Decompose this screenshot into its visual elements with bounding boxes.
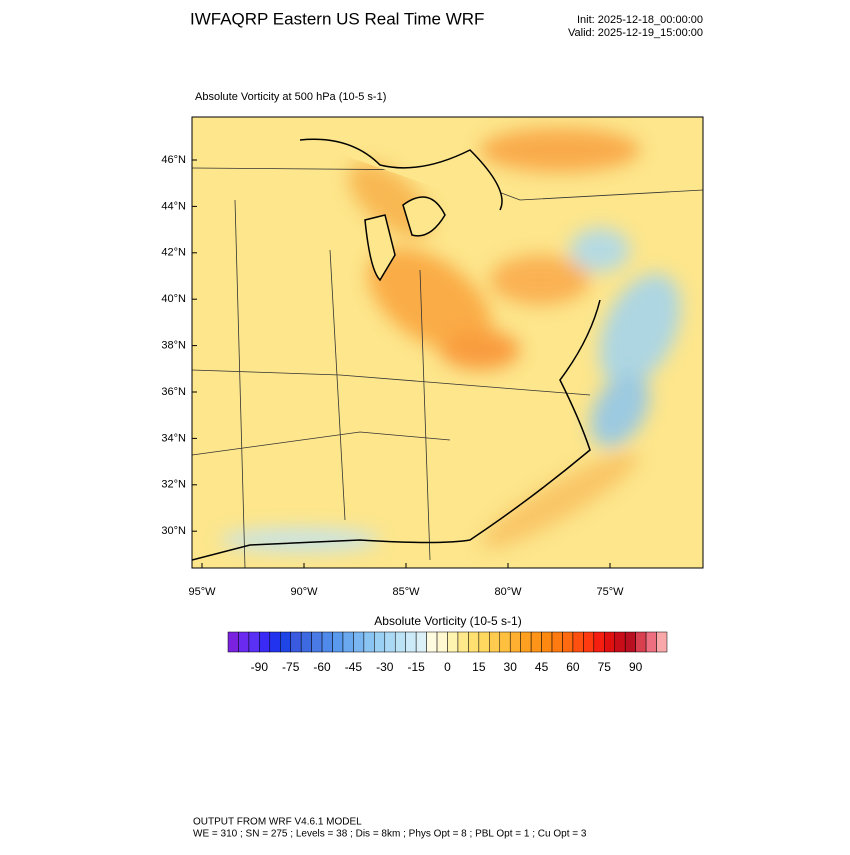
lat-label: 36°N bbox=[161, 386, 186, 398]
colorbar-swatch bbox=[394, 631, 406, 653]
colorbar-swatch bbox=[614, 631, 626, 653]
colorbar-tick-label: -45 bbox=[345, 660, 363, 674]
colorbar-swatch bbox=[374, 631, 386, 653]
colorbar-swatch bbox=[541, 631, 553, 653]
lat-label: 44°N bbox=[161, 200, 186, 212]
colorbar-tick-label: -75 bbox=[282, 660, 300, 674]
title: IWFAQRP Eastern US Real Time WRF bbox=[190, 9, 484, 28]
lon-label: 80°W bbox=[494, 586, 522, 598]
colorbar-tick-label: -90 bbox=[251, 660, 269, 674]
lat-label: 42°N bbox=[161, 247, 186, 259]
lat-label: 38°N bbox=[161, 340, 186, 352]
map-frame bbox=[191, 116, 704, 569]
colorbar-swatch bbox=[384, 631, 396, 653]
footer-line: WE = 310 ; SN = 275 ; Levels = 38 ; Dis … bbox=[193, 829, 587, 840]
colorbar-swatch bbox=[478, 631, 490, 653]
colorbar-tick-label: 45 bbox=[535, 660, 549, 674]
colorbar-swatch bbox=[583, 631, 595, 653]
colorbar-swatch bbox=[551, 631, 563, 653]
colorbar-swatch bbox=[405, 631, 417, 653]
colorbar-swatch bbox=[290, 631, 302, 653]
init-time: Init: 2025-12-18_00:00:00 bbox=[577, 14, 703, 26]
lat-label: 40°N bbox=[161, 293, 186, 305]
valid-time: Valid: 2025-12-19_15:00:00 bbox=[568, 27, 703, 39]
colorbar-swatch bbox=[447, 631, 459, 653]
colorbar-swatch bbox=[656, 631, 668, 653]
colorbar: -90 -75 -60 -45 -30 -15 0 15 30 45 60 75 90 bbox=[227, 631, 668, 674]
lon-label: 90°W bbox=[290, 586, 318, 598]
map-field bbox=[192, 117, 703, 568]
colorbar-tick-label: -60 bbox=[313, 660, 331, 674]
colorbar-swatch bbox=[520, 631, 532, 653]
lat-label: 30°N bbox=[161, 525, 186, 537]
lon-label: 85°W bbox=[392, 586, 420, 598]
colorbar-tick-label: 0 bbox=[444, 660, 451, 674]
colorbar-tick-label: 75 bbox=[598, 660, 612, 674]
colorbar-swatch bbox=[280, 631, 291, 653]
lat-label: 34°N bbox=[161, 432, 186, 444]
colorbar-swatch bbox=[645, 631, 657, 653]
lat-label: 46°N bbox=[161, 154, 186, 166]
colorbar-swatch bbox=[300, 631, 312, 653]
colorbar-swatch bbox=[311, 631, 323, 653]
colorbar-tick-label: 60 bbox=[566, 660, 580, 674]
colorbar-swatch bbox=[238, 631, 250, 653]
lat-label: 32°N bbox=[161, 479, 186, 491]
colorbar-swatch bbox=[436, 631, 448, 653]
colorbar-swatch bbox=[530, 631, 542, 653]
map-subtitle: Absolute Vorticity at 500 hPa (10-5 s-1) bbox=[195, 91, 386, 103]
colorbar-swatch bbox=[353, 631, 365, 653]
colorbar-swatch bbox=[332, 631, 344, 653]
colorbar-swatch bbox=[321, 631, 333, 653]
colorbar-swatch bbox=[342, 631, 354, 653]
colorbar-swatch bbox=[468, 631, 480, 653]
lon-label: 95°W bbox=[188, 586, 216, 598]
colorbar-tick-label: -15 bbox=[407, 660, 425, 674]
colorbar-title: Absolute Vorticity (10-5 s-1) bbox=[374, 614, 521, 628]
colorbar-swatch bbox=[426, 631, 438, 653]
colorbar-swatch bbox=[604, 631, 615, 653]
colorbar-swatch bbox=[489, 631, 501, 653]
colorbar-swatch bbox=[509, 631, 521, 653]
footer-line: OUTPUT FROM WRF V4.6.1 MODEL bbox=[193, 817, 362, 828]
colorbar-swatch bbox=[635, 631, 647, 653]
colorbar-tick-label: 15 bbox=[472, 660, 486, 674]
colorbar-tick-label: 90 bbox=[629, 660, 643, 674]
colorbar-swatch bbox=[227, 631, 239, 653]
lon-label: 75°W bbox=[596, 586, 624, 598]
colorbar-swatch bbox=[363, 631, 375, 653]
colorbar-tick-label: 30 bbox=[504, 660, 518, 674]
colorbar-swatch bbox=[415, 631, 427, 653]
colorbar-swatch bbox=[269, 631, 281, 653]
graticule-labels: 46°N 44°N 42°N 40°N 38°N 36°N 34°N 32°N 30°N 95°W… bbox=[161, 154, 624, 598]
colorbar-swatch bbox=[562, 631, 574, 653]
colorbar-tick-label: -30 bbox=[376, 660, 394, 674]
colorbar-swatch bbox=[572, 631, 584, 653]
colorbar-swatch bbox=[259, 631, 271, 653]
colorbar-swatch bbox=[593, 631, 605, 653]
colorbar-swatch bbox=[248, 631, 260, 653]
colorbar-swatch bbox=[457, 631, 469, 653]
colorbar-swatch bbox=[624, 631, 636, 653]
colorbar-swatch bbox=[499, 631, 511, 653]
